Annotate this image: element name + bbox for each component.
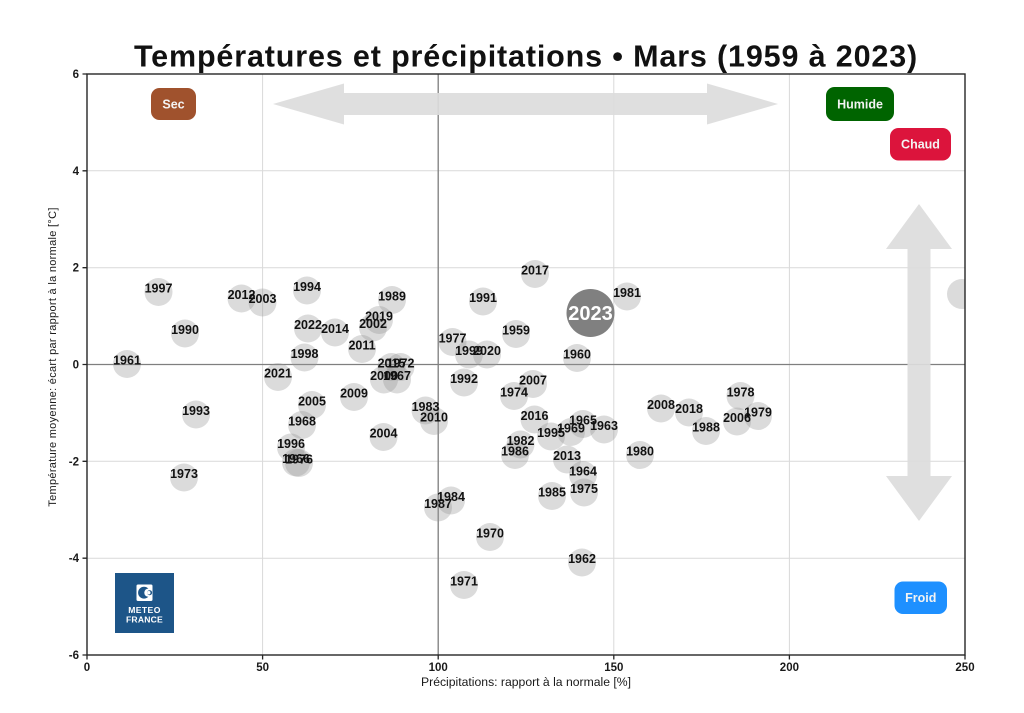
svg-text:1966: 1966 (282, 452, 310, 466)
svg-text:4: 4 (73, 166, 80, 178)
svg-text:FRANCE: FRANCE (126, 615, 163, 625)
svg-text:1978: 1978 (727, 386, 755, 400)
svg-text:2017: 2017 (521, 264, 549, 278)
svg-text:Humide: Humide (837, 97, 883, 111)
svg-text:1990: 1990 (171, 323, 199, 337)
svg-text:1999: 1999 (455, 344, 483, 358)
svg-text:1976: 1976 (285, 453, 313, 467)
svg-text:2: 2 (73, 263, 79, 275)
svg-text:1971: 1971 (450, 575, 478, 589)
svg-text:2005: 2005 (298, 395, 326, 409)
svg-text:1994: 1994 (293, 280, 321, 294)
svg-text:1981: 1981 (613, 286, 641, 300)
svg-text:2018: 2018 (675, 402, 703, 416)
svg-text:2013: 2013 (553, 449, 581, 463)
svg-text:2008: 2008 (647, 398, 675, 412)
svg-text:1980: 1980 (626, 445, 654, 459)
svg-text:1974: 1974 (500, 386, 528, 400)
svg-text:Froid: Froid (905, 591, 936, 605)
svg-text:1995: 1995 (537, 426, 565, 440)
svg-text:2019: 2019 (365, 310, 393, 324)
svg-text:250: 250 (955, 662, 974, 674)
svg-text:1982: 1982 (507, 434, 535, 448)
svg-text:0: 0 (73, 360, 79, 372)
svg-text:2020: 2020 (473, 344, 501, 358)
svg-text:1993: 1993 (182, 404, 210, 418)
svg-text:Sec: Sec (162, 97, 184, 111)
svg-text:1973: 1973 (170, 467, 198, 481)
svg-text:2021: 2021 (264, 367, 292, 381)
svg-text:1968: 1968 (288, 415, 316, 429)
svg-text:1996: 1996 (277, 437, 305, 451)
svg-text:1970: 1970 (476, 527, 504, 541)
svg-text:200: 200 (780, 662, 799, 674)
svg-text:-2: -2 (69, 456, 79, 468)
svg-text:2006: 2006 (723, 411, 751, 425)
svg-text:2015: 2015 (378, 357, 406, 371)
svg-text:2002: 2002 (359, 317, 387, 331)
svg-text:2009: 2009 (340, 387, 368, 401)
svg-text:1989: 1989 (378, 290, 406, 304)
svg-text:2012: 2012 (228, 288, 256, 302)
svg-text:1997: 1997 (145, 282, 173, 296)
svg-text:-6: -6 (69, 650, 79, 662)
svg-text:1972: 1972 (387, 357, 415, 371)
svg-text:1963: 1963 (590, 419, 618, 433)
svg-text:2014: 2014 (321, 322, 349, 336)
svg-text:1986: 1986 (501, 445, 529, 459)
svg-text:1988: 1988 (692, 421, 720, 435)
svg-text:1983: 1983 (412, 400, 440, 414)
svg-text:1998: 1998 (291, 347, 319, 361)
svg-text:1977: 1977 (439, 332, 467, 346)
svg-text:2003: 2003 (249, 292, 277, 306)
svg-text:METEO: METEO (128, 605, 161, 615)
svg-text:1967: 1967 (383, 369, 411, 383)
svg-text:1962: 1962 (568, 552, 596, 566)
svg-text:2007: 2007 (519, 374, 547, 388)
svg-text:1964: 1964 (569, 465, 597, 479)
svg-text:2010: 2010 (420, 411, 448, 425)
svg-text:2023: 2023 (568, 303, 613, 325)
svg-text:2004: 2004 (370, 427, 398, 441)
svg-text:50: 50 (256, 662, 269, 674)
svg-text:1991: 1991 (469, 291, 497, 305)
svg-text:1987: 1987 (424, 497, 452, 511)
svg-text:1975: 1975 (570, 482, 598, 496)
svg-text:1984: 1984 (437, 490, 465, 504)
svg-text:Chaud: Chaud (901, 138, 940, 152)
svg-text:Précipitations: rapport à la n: Précipitations: rapport à la normale [%] (421, 675, 631, 689)
svg-text:1965: 1965 (569, 414, 597, 428)
svg-text:1985: 1985 (538, 486, 566, 500)
svg-text:Température moyenne: écart par: Température moyenne: écart par rapport à… (47, 207, 59, 506)
svg-text:1959: 1959 (502, 324, 530, 338)
svg-text:0: 0 (84, 662, 90, 674)
svg-text:2022: 2022 (294, 318, 322, 332)
svg-text:2011: 2011 (348, 339, 375, 353)
svg-text:1961: 1961 (113, 354, 141, 368)
svg-text:2016: 2016 (521, 409, 549, 423)
svg-text:1979: 1979 (744, 406, 772, 420)
svg-text:-4: -4 (69, 553, 80, 565)
svg-text:1969: 1969 (557, 422, 585, 436)
svg-text:1992: 1992 (450, 372, 478, 386)
svg-text:100: 100 (429, 662, 448, 674)
svg-text:Températures et précipitations: Températures et précipitations • Mars (1… (134, 40, 918, 74)
svg-text:2000: 2000 (370, 369, 398, 383)
svg-text:6: 6 (73, 69, 79, 81)
svg-text:1960: 1960 (563, 348, 591, 362)
svg-text:150: 150 (604, 662, 623, 674)
